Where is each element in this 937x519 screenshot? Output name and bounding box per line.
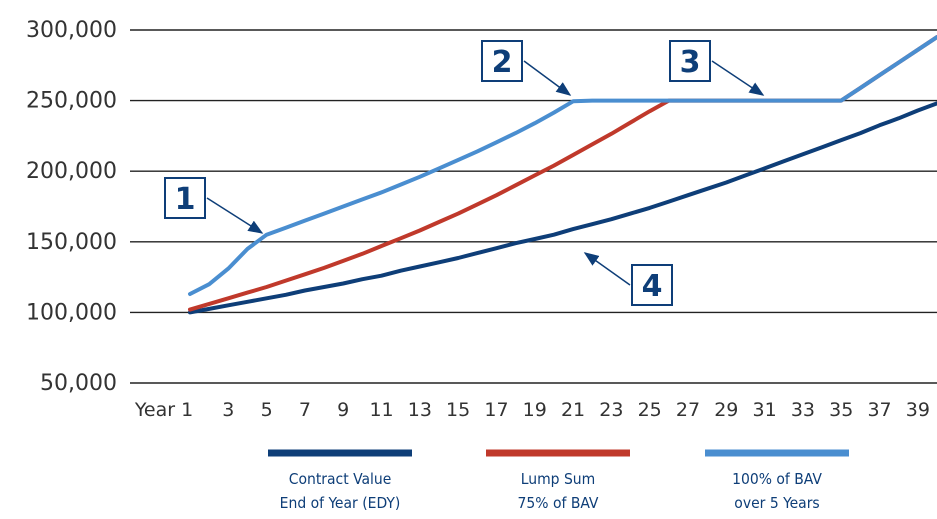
series-line-1 [188,101,937,315]
y-tick-label: 50,000 [40,371,117,396]
legend-label-2: 75% of BAV [518,494,599,512]
x-tick-label: 17 [484,399,508,421]
legend-label-2: Lump Sum [521,470,595,488]
x-tick-label: 15 [446,399,470,421]
x-tick-label: 5 [261,399,273,421]
y-tick-label: 150,000 [26,230,117,255]
x-tick-label: 25 [638,399,662,421]
x-tick-label: 29 [714,399,738,421]
callout-box-4 [631,264,673,306]
x-tick-label: 39 [906,399,930,421]
callout-arrow-3 [711,60,765,96]
callout-arrow-1 [206,197,264,234]
legend: Contract Value End of Year (EDY) Lump Sum 7… [268,449,849,512]
x-tick-label: Year 1 [134,399,193,421]
callout-label-3: 3 [680,45,701,80]
callout-box-3 [669,40,711,82]
legend-label-1: End of Year (EDY) [280,494,401,512]
callout-label-2: 2 [492,45,513,80]
callout-label-4: 4 [642,269,663,304]
x-tick-label: 11 [369,399,393,421]
x-tick-label: 13 [408,399,432,421]
x-tick-label: 19 [523,399,547,421]
legend-label-3: over 5 Years [734,494,819,512]
x-tick-label: 7 [299,399,311,421]
x-tick-label: 27 [676,399,700,421]
series-lines [188,35,937,315]
callout-label-1: 1 [175,182,196,217]
callout-box-1 [164,177,206,219]
series-line-3 [188,35,937,296]
callout-arrow-4 [583,252,631,286]
x-tick-label: 3 [222,399,234,421]
y-tick-label: 100,000 [26,300,117,325]
x-tick-label: 9 [337,399,349,421]
x-tick-label: 33 [791,399,815,421]
y-tick-label: 200,000 [26,159,117,184]
x-tick-label: 31 [753,399,777,421]
x-tick-label: 23 [599,399,623,421]
legend-label-1: Contract Value [289,470,392,488]
x-tick-label: 21 [561,399,585,421]
callout-arrow-2 [523,60,572,96]
y-axis-ticks: 300,000 250,000 200,000 150,000 100,000 50,00… [26,18,117,396]
series-line-2 [188,35,937,312]
y-tick-label: 250,000 [26,89,117,114]
grid-lines [130,29,937,384]
callouts: 1 2 3 4 [164,40,765,306]
x-axis-ticks: Year 1 3 5 7 9 11 13 15 17 19 21 23 25 27 29 31 33 35 37 39 [134,399,930,421]
x-tick-label: 35 [829,399,853,421]
y-tick-label: 300,000 [26,18,117,43]
legend-label-3: 100% of BAV [732,470,822,488]
callout-box-2 [481,40,523,82]
x-tick-label: 37 [867,399,891,421]
